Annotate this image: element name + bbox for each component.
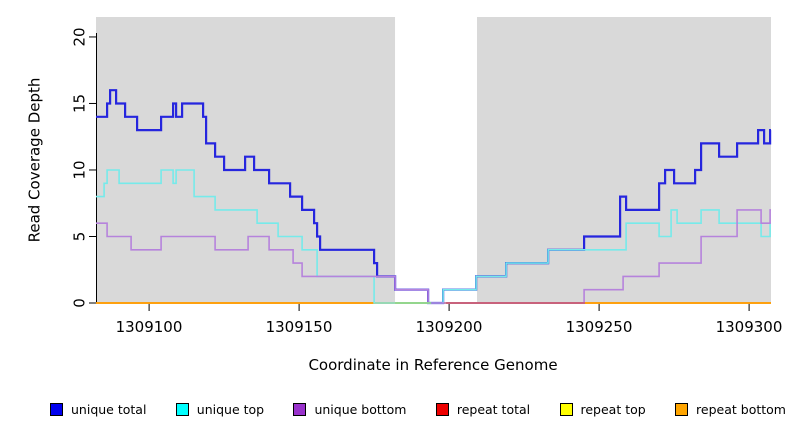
x-tick-label-1309300: 1309300 [716,318,783,336]
y-axis-title: Read Coverage Depth [26,78,44,243]
repeat-total-swatch-icon [435,402,449,416]
x-axis-title: Coordinate in Reference Genome [308,356,557,374]
legend-item-repeat-total: repeat total [435,401,531,417]
background-bands [96,17,771,303]
legend-label: unique top [196,401,265,417]
legend-item-unique-bottom: unique bottom [293,401,407,417]
legend-label: unique total [71,401,147,417]
y-tick-label-15: 15 [71,94,89,113]
x-tick-label-1309200: 1309200 [416,318,483,336]
series-line-unique-bottom [96,209,771,304]
band [395,17,477,303]
unique-top-swatch-icon [175,402,189,416]
unique-bottom-swatch-icon [293,402,307,416]
x-tick-label-1309150: 1309150 [266,318,333,336]
repeat-bottom-swatch-icon [675,402,689,416]
legend-label: repeat total [456,401,531,417]
legend-label: repeat top [580,401,646,417]
band [477,17,771,303]
y-tick-label-5: 5 [71,232,89,242]
legend: unique total unique top unique bottom re… [50,398,786,420]
repeat-top-swatch-icon [559,402,573,416]
legend-label: unique bottom [314,401,407,417]
y-tick-label-20: 20 [71,27,89,46]
series-line-unique-top [96,169,771,304]
series-lines [96,89,772,305]
legend-item-repeat-top: repeat top [559,401,646,417]
coverage-plot: 0 5 10 15 20 1309100 1309150 1309200 130… [26,17,783,374]
legend-item-repeat-bottom: repeat bottom [675,402,786,417]
legend-label: repeat bottom [696,401,786,417]
legend-item-unique-total: unique total [50,402,146,417]
series-line-unique-total [96,89,772,305]
unique-total-swatch-icon [50,402,63,416]
x-tick-label-1309100: 1309100 [116,318,183,336]
y-tick-label-10: 10 [71,160,89,179]
legend-item-unique-top: unique top [175,401,265,417]
x-tick-label-1309250: 1309250 [566,318,633,336]
axes [89,32,750,311]
y-tick-label-0: 0 [71,298,89,308]
